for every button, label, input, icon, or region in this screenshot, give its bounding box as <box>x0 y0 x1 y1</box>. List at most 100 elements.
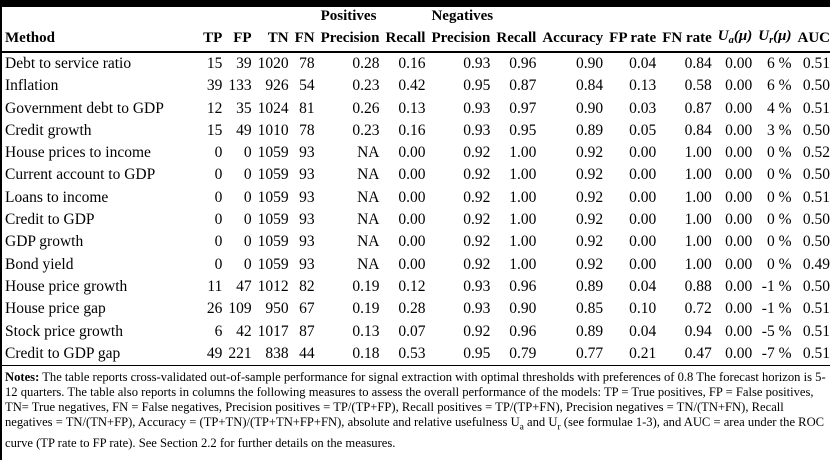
value-cell: 0.93 <box>463 300 491 318</box>
col-header-pos-recall: Recall <box>379 26 426 53</box>
ur-symbol: U <box>758 28 770 44</box>
value-cell: 1.00 <box>509 233 537 251</box>
group-header-spacer <box>2 7 315 26</box>
value-cell: 0.00 <box>725 211 753 229</box>
value-cell: -1 % <box>761 277 792 295</box>
value-cell: 0.50 <box>802 77 830 95</box>
value-cell: 0.50 <box>802 277 830 295</box>
value-cell: 1.00 <box>684 166 712 184</box>
value-cell: 11 <box>207 277 223 295</box>
value-cell: 39 <box>206 77 223 95</box>
value-cell: 1010 <box>257 121 289 139</box>
value-cell: 0 % <box>766 233 792 251</box>
value-cell: 0.92 <box>463 166 491 184</box>
value-cell: 0.51 <box>791 342 830 367</box>
value-cell: 0.00 <box>725 300 753 318</box>
value-cell: 93 <box>299 144 315 162</box>
value-cell: 0.92 <box>576 188 604 206</box>
col-header-ur: Ur(μ) <box>752 26 792 53</box>
value-cell: 0 % <box>766 166 792 184</box>
value-cell: 0.87 <box>509 77 537 95</box>
value-cell: 93 <box>299 255 315 273</box>
col-header-tp: TP <box>197 26 223 53</box>
value-cell: 926 <box>265 77 289 95</box>
table-row: Bond yield 0 0 1059 93 NA 0.00 0.92 1.00 0.92 0.00… <box>2 254 830 276</box>
value-cell: 0.00 <box>725 121 753 139</box>
value-cell: 0.90 <box>576 99 604 117</box>
value-cell: 950 <box>265 300 289 318</box>
value-cell: 1059 <box>257 233 289 251</box>
value-cell: 0 <box>214 144 223 162</box>
value-cell: 0.95 <box>509 121 537 139</box>
value-cell: 1.00 <box>509 255 537 273</box>
value-cell: 0.96 <box>509 55 537 72</box>
method-cell: Inflation <box>5 77 59 95</box>
value-cell: 0.26 <box>352 99 380 117</box>
value-cell: 1020 <box>257 55 289 72</box>
value-cell: 42 <box>236 322 252 340</box>
method-cell: Current account to GDP <box>5 166 156 184</box>
value-cell: 0 % <box>766 144 792 162</box>
value-cell: 0 <box>243 144 252 162</box>
value-cell: 0.96 <box>509 322 537 340</box>
value-cell: 1.00 <box>684 188 712 206</box>
value-cell: 0.84 <box>684 121 712 139</box>
value-cell: 0.00 <box>398 233 426 251</box>
col-header-pos-precision: Precision <box>314 26 380 53</box>
value-cell: 0 <box>214 255 223 273</box>
value-cell: NA <box>357 211 380 229</box>
method-cell: House prices to income <box>5 144 151 162</box>
value-cell: 1012 <box>257 277 289 295</box>
value-cell: 1059 <box>257 144 289 162</box>
value-cell: 0.00 <box>398 211 426 229</box>
value-cell: 0 <box>214 233 223 251</box>
value-cell: 0.00 <box>725 188 753 206</box>
notes-label: Notes: <box>5 370 40 385</box>
value-cell: 0 <box>243 211 252 229</box>
value-cell: 0.28 <box>398 300 426 318</box>
value-cell: 0.51 <box>802 55 830 72</box>
value-cell: 82 <box>299 277 315 295</box>
col-header-neg-recall: Recall <box>490 26 537 53</box>
value-cell: 1.00 <box>509 211 537 229</box>
col-header-tn: TN <box>251 26 289 53</box>
value-cell: 0.07 <box>398 322 426 340</box>
value-cell: 0.42 <box>398 77 426 95</box>
value-cell: 78 <box>299 55 315 72</box>
col-header-auc: AUC <box>791 26 830 53</box>
performance-table: Positives Negatives Method TP FP TN FN P… <box>2 7 830 367</box>
value-cell: 0.00 <box>629 166 657 184</box>
value-cell: 0.92 <box>576 166 604 184</box>
value-cell: 0.13 <box>352 322 380 340</box>
value-cell: 0.04 <box>629 277 657 295</box>
value-cell: 6 % <box>766 77 792 95</box>
value-cell: 78 <box>299 121 315 139</box>
value-cell: 0.95 <box>463 77 491 95</box>
value-cell: 0.00 <box>629 255 657 273</box>
value-cell: 1.00 <box>684 144 712 162</box>
value-cell: 221 <box>222 342 252 367</box>
value-cell: 0.79 <box>490 342 537 367</box>
group-header-row: Positives Negatives <box>2 7 830 26</box>
ua-subscript: a <box>728 35 734 46</box>
value-cell: 0.84 <box>576 77 604 95</box>
value-cell: 0.58 <box>684 77 712 95</box>
value-cell: 93 <box>299 166 315 184</box>
value-cell: 838 <box>251 342 289 367</box>
top-rule-bar <box>2 0 830 7</box>
value-cell: 0.94 <box>684 322 712 340</box>
value-cell: -5 % <box>761 322 792 340</box>
value-cell: 0.00 <box>725 322 753 340</box>
value-cell: 6 % <box>766 55 792 72</box>
value-cell: 0.92 <box>463 144 491 162</box>
value-cell: 0.21 <box>603 342 657 367</box>
value-cell: 0.28 <box>352 55 380 72</box>
value-cell: 133 <box>228 77 252 95</box>
value-cell: 0.00 <box>629 188 657 206</box>
method-cell: Debt to service ratio <box>5 55 132 72</box>
value-cell: 0.72 <box>684 300 712 318</box>
ua-argument: (μ) <box>733 28 753 44</box>
value-cell: 39 <box>236 55 252 72</box>
value-cell: 1024 <box>257 99 289 117</box>
table-row: Current account to GDP 0 0 1059 93 NA 0.00 0.92… <box>2 164 830 186</box>
